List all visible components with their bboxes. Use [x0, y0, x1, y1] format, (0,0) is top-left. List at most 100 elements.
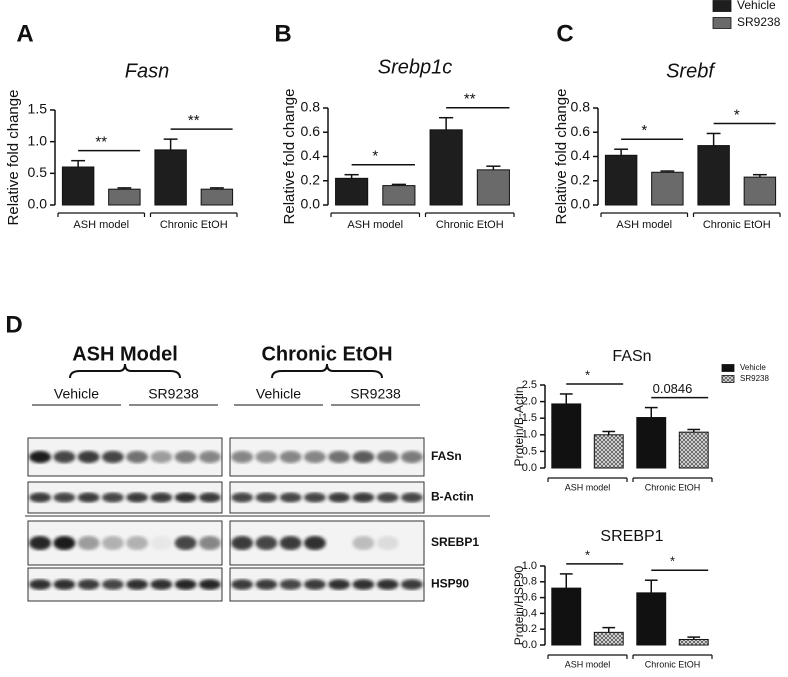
blot-band: [231, 450, 254, 464]
significance-label: *: [670, 554, 675, 569]
blot-band: [150, 535, 173, 551]
blot-band: [77, 579, 100, 590]
blot-band: [279, 535, 302, 551]
chart-title: SREBP1: [600, 528, 663, 545]
blot-band: [279, 579, 302, 590]
bar: [476, 169, 510, 206]
blot-band: [198, 579, 221, 590]
group-label: ASH model: [565, 659, 611, 669]
blot-band: [126, 535, 149, 551]
bar: [678, 638, 709, 646]
blot-band: [376, 579, 399, 590]
group-label: ASH model: [347, 219, 403, 231]
significance-label: *: [734, 106, 740, 123]
y-tick-label: 1.0: [522, 429, 537, 441]
bracket: [69, 363, 181, 379]
panel-label: A: [16, 20, 33, 47]
y-tick-label: 0.8: [301, 99, 321, 115]
blot-band: [303, 579, 326, 590]
legend-swatch: [712, 17, 732, 29]
y-tick-label: 0.2: [571, 171, 591, 187]
blot-band: [231, 492, 254, 503]
y-tick-label: 0.6: [522, 592, 537, 604]
bar: [382, 185, 416, 206]
bar: [335, 177, 369, 206]
y-tick-label: 0.0: [571, 196, 591, 212]
panel-label: C: [556, 20, 573, 47]
blot-band: [101, 450, 124, 464]
legend-swatch: [721, 375, 735, 383]
blot-band: [352, 579, 375, 590]
y-tick-label: 0.4: [301, 147, 321, 163]
y-tick-label: 0.5: [28, 164, 48, 180]
chart-title: Srebf: [666, 60, 716, 82]
blot-band: [174, 492, 197, 503]
bar: [593, 434, 624, 469]
y-tick-label: 0.5: [522, 445, 537, 457]
blot-band: [174, 579, 197, 590]
blot-band: [279, 492, 302, 503]
y-tick-label: 0.2: [301, 171, 321, 187]
y-axis-label: Relative fold change: [5, 90, 22, 226]
group-label: Chronic EtOH: [160, 219, 228, 231]
group-label: ASH model: [565, 482, 611, 492]
blot-band: [376, 535, 399, 551]
blot-band: [279, 450, 302, 464]
y-tick-label: 0.8: [522, 576, 537, 588]
bar: [697, 145, 730, 206]
legend-swatch: [721, 364, 735, 372]
blot-band: [198, 535, 221, 551]
y-tick-label: 0.4: [571, 147, 591, 163]
y-tick-label: 0.2: [522, 623, 537, 635]
blot-band: [29, 492, 52, 503]
blot-band: [150, 579, 173, 590]
y-tick-label: 0.0: [522, 462, 537, 474]
blot-band: [352, 535, 375, 551]
y-axis-label: Protein/HSP90: [512, 565, 526, 645]
y-axis-label: Relative fold change: [281, 89, 298, 225]
blot-band: [53, 535, 76, 551]
bar: [61, 166, 95, 206]
significance-label: **: [95, 134, 107, 151]
y-tick-label: 0.6: [571, 123, 591, 139]
group-title: ASH Model: [72, 343, 178, 365]
blot-band: [126, 579, 149, 590]
y-tick-label: 0.4: [522, 607, 537, 619]
bar: [636, 592, 667, 646]
blot-band: [400, 450, 423, 464]
chart-title: Fasn: [125, 60, 169, 82]
bar: [636, 417, 667, 469]
bar: [593, 631, 624, 646]
chart-title: Srebp1c: [378, 56, 453, 78]
blot-band: [150, 492, 173, 503]
significance-label: *: [585, 367, 590, 382]
blot-band: [400, 579, 423, 590]
blot-band: [150, 450, 173, 464]
significance-label: **: [464, 91, 476, 108]
protein-label: B-Actin: [431, 490, 474, 504]
blot-band: [53, 450, 76, 464]
blot-band: [77, 492, 100, 503]
treatment-label: Vehicle: [54, 386, 99, 402]
group-label: Chronic EtOH: [645, 482, 701, 492]
y-axis-label: Relative fold change: [553, 89, 570, 225]
y-tick-label: 0.0: [522, 639, 537, 651]
blot-band: [352, 492, 375, 503]
bar: [604, 154, 638, 206]
blot-band: [255, 492, 278, 503]
blot-band: [352, 450, 375, 464]
blot-band: [255, 450, 278, 464]
y-tick-label: 0.8: [571, 99, 591, 115]
legend-label: SR9238: [737, 15, 781, 29]
blot-band: [53, 492, 76, 503]
group-title: Chronic EtOH: [261, 343, 392, 365]
bar: [678, 431, 709, 469]
blot-band: [174, 450, 197, 464]
blot-band: [198, 450, 221, 464]
treatment-label: SR9238: [350, 386, 401, 402]
significance-label: *: [641, 122, 647, 139]
blot-band: [328, 492, 351, 503]
bar: [200, 188, 234, 206]
blot-band: [29, 450, 52, 464]
